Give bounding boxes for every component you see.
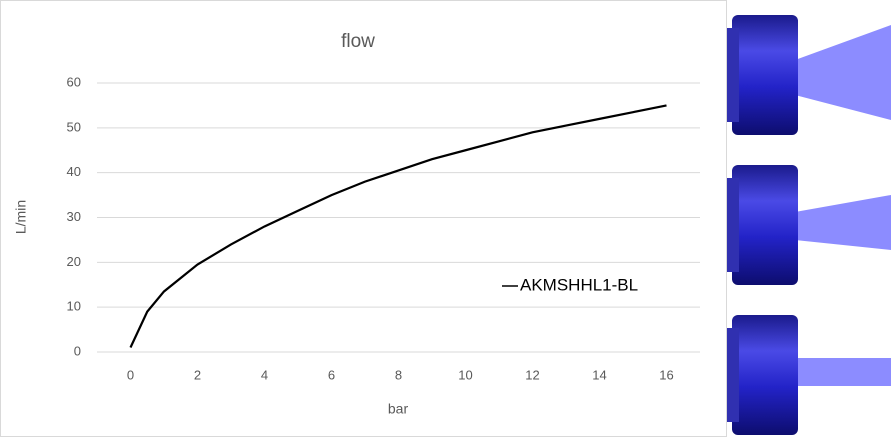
y-tick-label: 30 (67, 209, 81, 224)
nozzles (727, 15, 891, 435)
x-tick-label: 4 (261, 367, 268, 382)
nozzle (732, 165, 798, 285)
x-tick-label: 0 (127, 367, 134, 382)
x-axis-label: bar (388, 401, 409, 417)
legend-label: AKMSHHL1-BL (520, 275, 638, 294)
y-tick-label: 0 (74, 343, 81, 358)
x-tick-label: 16 (659, 367, 673, 382)
x-tick-label: 12 (525, 367, 539, 382)
x-tick-label: 2 (194, 367, 201, 382)
spray-wide (795, 25, 891, 120)
spray-narrow (795, 195, 891, 250)
y-tick-label: 20 (67, 254, 81, 269)
nozzle-base (727, 328, 739, 422)
x-tick-label: 6 (328, 367, 335, 382)
nozzle-base (727, 178, 739, 272)
x-tick-label: 8 (395, 367, 402, 382)
chart-title: flow (341, 31, 375, 52)
y-tick-label: 50 (67, 119, 81, 134)
chart-frame (1, 1, 727, 437)
x-tick-label: 14 (592, 367, 606, 382)
y-axis-label: L/min (13, 200, 29, 234)
spray-jet (795, 358, 891, 386)
y-tick-label: 10 (67, 299, 81, 314)
nozzle (732, 315, 798, 435)
nozzle-base (727, 28, 739, 122)
y-tick-label: 60 (67, 74, 81, 89)
chart: flow bar L/min 0 10 20 30 40 50 60 0 2 4 6 8 10 12 14 1… (0, 0, 891, 437)
y-tick-label: 40 (67, 164, 81, 179)
nozzle (732, 15, 798, 135)
x-tick-label: 10 (458, 367, 472, 382)
